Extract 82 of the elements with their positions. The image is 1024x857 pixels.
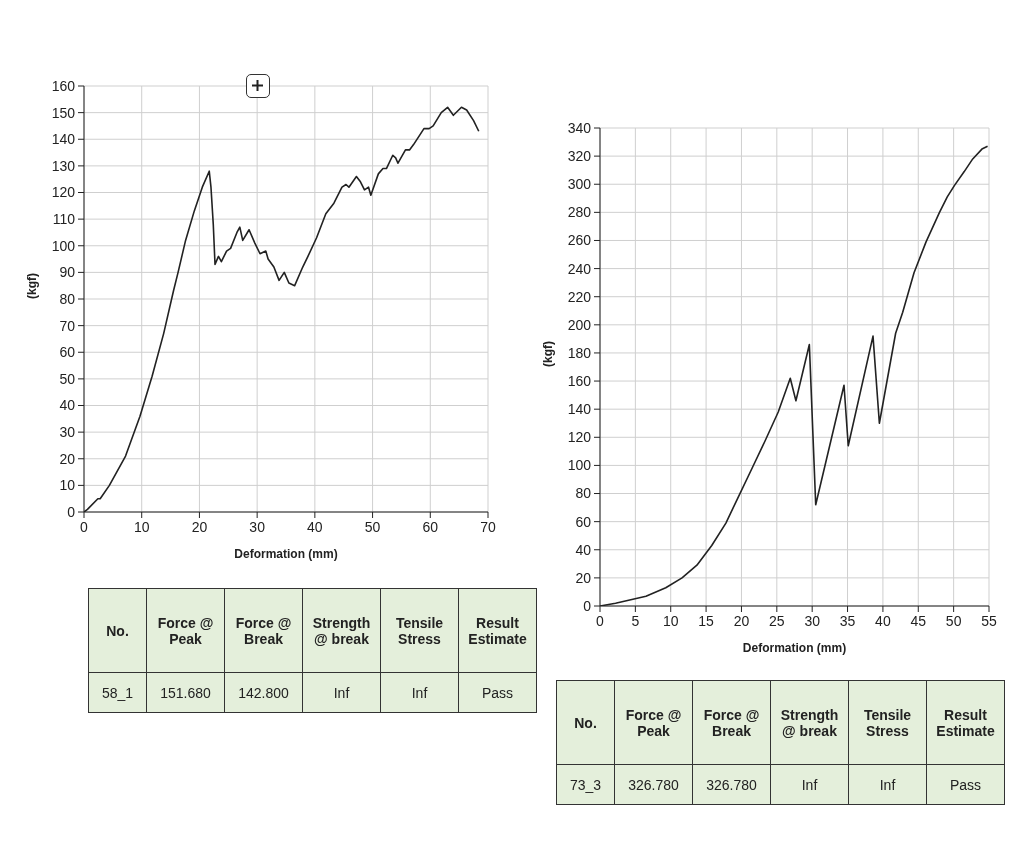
x-tick-label: 35 bbox=[839, 612, 856, 629]
text: 58_1 bbox=[88, 672, 147, 713]
y-tick-label: 320 bbox=[567, 148, 592, 165]
text: 326.780 bbox=[614, 764, 693, 805]
y-tick-label: 0 bbox=[67, 503, 76, 520]
text: 151.680 bbox=[146, 672, 225, 713]
y-tick-label: 70 bbox=[59, 317, 76, 334]
x-tick-label: 20 bbox=[733, 612, 750, 629]
y-tick-label: 0 bbox=[583, 597, 592, 614]
x-tick-label: 50 bbox=[945, 612, 962, 629]
x-tick-label: 20 bbox=[191, 518, 208, 535]
category-label: No. bbox=[88, 588, 147, 673]
x-tick-label: 40 bbox=[875, 612, 891, 629]
category-label: Tensile Stress bbox=[380, 588, 459, 673]
text: 142.800 bbox=[224, 672, 303, 713]
y-tick-label: 260 bbox=[567, 232, 592, 249]
x-tick-label: 0 bbox=[596, 612, 605, 629]
y-tick-label: 300 bbox=[567, 176, 592, 193]
y-tick-label: 120 bbox=[51, 184, 76, 201]
y-axis-title: (kgf) bbox=[25, 273, 40, 299]
text: Pass bbox=[458, 672, 537, 713]
x-axis-title: Deformation (mm) bbox=[742, 641, 847, 655]
x-axis-title: Deformation (mm) bbox=[234, 547, 338, 561]
category-label: Tensile Stress bbox=[848, 680, 927, 765]
text: Inf bbox=[380, 672, 459, 713]
y-tick-label: 280 bbox=[567, 204, 592, 221]
x-tick-label: 5 bbox=[631, 612, 640, 629]
category-label: Force @ Break bbox=[692, 680, 771, 765]
category-label: No. bbox=[556, 680, 615, 765]
y-tick-label: 180 bbox=[567, 344, 592, 361]
category-label: Strength @ break bbox=[302, 588, 381, 673]
y-tick-label: 90 bbox=[59, 264, 76, 281]
y-tick-label: 100 bbox=[51, 237, 76, 254]
x-tick-label: 30 bbox=[804, 612, 821, 629]
x-tick-label: 50 bbox=[364, 518, 381, 535]
x-tick-label: 10 bbox=[662, 612, 679, 629]
x-tick-label: 10 bbox=[133, 518, 150, 535]
text: Pass bbox=[926, 764, 1005, 805]
y-tick-label: 120 bbox=[567, 429, 592, 446]
y-tick-label: 80 bbox=[59, 290, 76, 307]
category-label: Force @ Break bbox=[224, 588, 303, 673]
y-tick-label: 240 bbox=[567, 260, 592, 277]
y-tick-label: 200 bbox=[567, 316, 592, 333]
category-label: Result Estimate bbox=[926, 680, 1005, 765]
x-tick-label: 60 bbox=[422, 518, 439, 535]
y-tick-label: 100 bbox=[567, 457, 592, 474]
text: Inf bbox=[302, 672, 381, 713]
y-tick-label: 140 bbox=[567, 401, 592, 418]
category-label: Result Estimate bbox=[458, 588, 537, 673]
x-tick-label: 0 bbox=[80, 518, 89, 535]
y-tick-label: 10 bbox=[59, 477, 76, 494]
y-tick-label: 110 bbox=[52, 211, 76, 228]
y-tick-label: 140 bbox=[51, 131, 76, 148]
x-tick-label: 15 bbox=[698, 612, 715, 629]
y-tick-label: 80 bbox=[575, 485, 592, 502]
y-tick-label: 30 bbox=[59, 424, 76, 441]
y-tick-label: 160 bbox=[51, 77, 76, 94]
y-tick-label: 60 bbox=[59, 344, 76, 361]
x-tick-label: 45 bbox=[910, 612, 927, 629]
y-tick-label: 160 bbox=[567, 373, 592, 390]
y-tick-label: 220 bbox=[567, 288, 592, 305]
text: 73_3 bbox=[556, 764, 615, 805]
y-tick-label: 50 bbox=[59, 370, 76, 387]
y-tick-label: 20 bbox=[59, 450, 76, 467]
y-tick-label: 40 bbox=[59, 397, 76, 414]
x-tick-label: 55 bbox=[981, 612, 997, 629]
y-tick-label: 20 bbox=[575, 569, 592, 586]
y-axis-title: (kgf) bbox=[541, 341, 556, 367]
text: 326.780 bbox=[692, 764, 771, 805]
category-label: Force @ Peak bbox=[146, 588, 225, 673]
category-label: Strength @ break bbox=[770, 680, 849, 765]
y-tick-label: 130 bbox=[51, 157, 76, 174]
text: Inf bbox=[848, 764, 927, 805]
y-tick-label: 150 bbox=[51, 104, 76, 121]
y-tick-label: 40 bbox=[575, 541, 592, 558]
text: Inf bbox=[770, 764, 849, 805]
category-label: Force @ Peak bbox=[614, 680, 693, 765]
x-tick-label: 70 bbox=[480, 518, 496, 535]
x-tick-label: 30 bbox=[249, 518, 266, 535]
y-tick-label: 340 bbox=[567, 119, 592, 136]
x-tick-label: 25 bbox=[769, 612, 785, 629]
x-tick-label: 40 bbox=[307, 518, 323, 535]
